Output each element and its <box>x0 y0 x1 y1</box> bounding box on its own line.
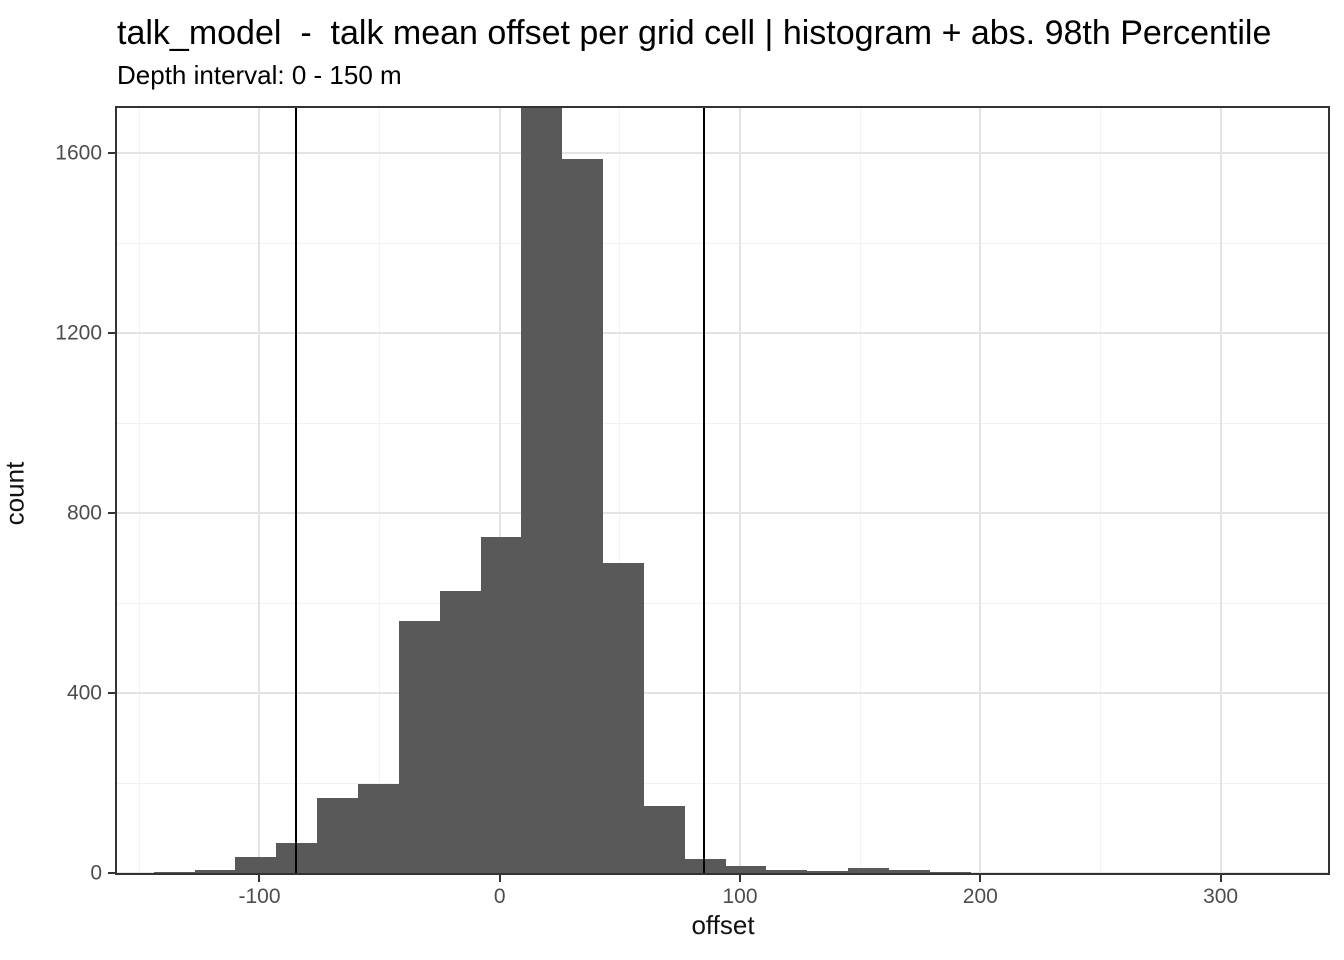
histogram-bar <box>562 158 604 873</box>
chart-title: talk_model - talk mean offset per grid c… <box>117 14 1272 52</box>
gridline-y-minor <box>117 422 1328 424</box>
x-tick-mark <box>979 875 982 882</box>
histogram-bar <box>194 870 236 873</box>
histogram-bar <box>235 856 277 873</box>
gridline-x-minor <box>379 108 381 873</box>
histogram-bar <box>398 620 440 873</box>
percentile-vline <box>702 108 705 873</box>
gridline-x-major <box>498 108 501 873</box>
x-tick-label: 100 <box>722 885 758 908</box>
gridline-x-minor <box>138 108 140 873</box>
chart-subtitle: Depth interval: 0 - 150 m <box>117 60 402 90</box>
histogram-bar <box>684 858 726 873</box>
histogram-bar <box>521 108 563 873</box>
x-tick-label: 300 <box>1203 885 1239 908</box>
histogram-bar <box>317 797 358 873</box>
histogram-bar <box>439 590 481 873</box>
gridline-x-major <box>258 108 261 873</box>
y-axis-title: count <box>0 461 30 526</box>
gridline-y-major <box>117 692 1328 695</box>
gridline-y-minor <box>117 242 1328 244</box>
x-tick-label: 0 <box>493 885 506 908</box>
x-tick-label: -100 <box>238 885 281 908</box>
gridline-y-major <box>117 332 1328 335</box>
gridline-x-minor <box>859 108 861 873</box>
gridline-x-major <box>1219 108 1222 873</box>
gridline-x-major <box>739 108 742 873</box>
y-tick-mark <box>108 152 115 155</box>
percentile-vline <box>295 108 297 873</box>
histogram-bar <box>643 806 685 873</box>
histogram-bar <box>807 871 849 873</box>
histogram-bar <box>725 866 767 873</box>
histogram-bar <box>766 869 808 873</box>
x-tick-mark <box>1219 875 1222 882</box>
x-tick-mark <box>739 875 742 882</box>
gridline-x-major <box>979 108 982 873</box>
histogram-bar <box>357 783 399 873</box>
gridline-x-minor <box>619 108 621 873</box>
histogram-bar <box>889 870 930 873</box>
x-tick-label: 200 <box>962 885 998 908</box>
gridline-x-minor <box>1099 108 1101 873</box>
x-tick-mark <box>498 875 501 882</box>
x-axis-title: offset <box>691 910 755 940</box>
x-tick-mark <box>258 875 261 882</box>
y-tick-label: 800 <box>66 501 102 525</box>
gridline-y-major <box>117 512 1328 515</box>
gridline-y-minor <box>117 602 1328 604</box>
y-tick-mark <box>108 692 115 695</box>
gridline-y-major <box>117 152 1328 155</box>
histogram-bar <box>480 537 522 873</box>
plot-panel <box>117 108 1328 873</box>
histogram-bar <box>929 872 971 873</box>
y-tick-mark <box>108 872 115 874</box>
histogram-bar <box>603 562 644 873</box>
y-tick-label: 400 <box>66 681 102 705</box>
y-tick-label: 0 <box>90 861 102 885</box>
y-tick-label: 1600 <box>55 141 102 165</box>
y-tick-mark <box>108 512 115 515</box>
y-tick-label: 1200 <box>55 321 102 345</box>
gridline-y-minor <box>117 782 1328 784</box>
histogram-bar <box>848 867 889 873</box>
y-tick-mark <box>108 332 115 335</box>
histogram-bar <box>153 871 195 873</box>
